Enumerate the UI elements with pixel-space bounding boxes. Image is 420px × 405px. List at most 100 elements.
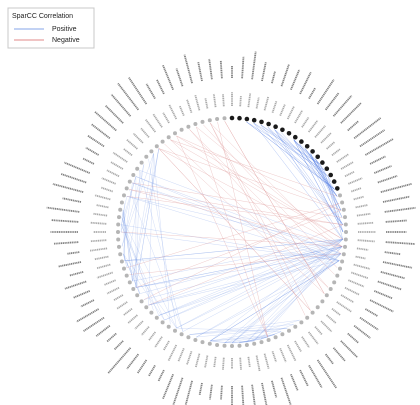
taxon-label-mark (280, 64, 290, 87)
network-node (331, 179, 337, 184)
taxon-label-mark (107, 347, 132, 374)
network-node (310, 310, 315, 315)
positive-edge (148, 253, 341, 306)
taxon-label-mark (385, 241, 416, 245)
node-label-mark (126, 139, 138, 150)
node-label-mark (204, 355, 209, 368)
taxon-label-mark (251, 51, 257, 80)
node-label-mark (356, 212, 371, 217)
taxon-label-mark (219, 60, 223, 79)
node-label-mark (134, 320, 144, 330)
taxon-label-mark (271, 380, 278, 398)
node-label-mark (112, 151, 128, 163)
positive-edge (231, 246, 343, 344)
node-label-mark (90, 221, 107, 225)
network-node (287, 328, 291, 333)
positive-edge (164, 246, 343, 321)
taxon-label-mark (117, 82, 140, 111)
network-node (338, 193, 342, 198)
taxon-label-mark (58, 261, 82, 268)
network-node (160, 139, 165, 144)
network-node (266, 121, 271, 127)
positive-edge (267, 126, 335, 190)
taxon-label-mark (113, 340, 124, 351)
node-label-mark (331, 148, 341, 157)
taxon-label-mark (377, 280, 402, 291)
node-label-mark (355, 255, 366, 260)
network-node (119, 259, 124, 264)
taxon-label-mark (90, 123, 111, 140)
positive-edge (310, 153, 344, 233)
node-label-mark (357, 221, 374, 225)
negative-edge (176, 135, 342, 211)
network-node (244, 116, 250, 122)
network-node (215, 117, 220, 121)
node-ring (116, 115, 348, 348)
network-node (124, 186, 129, 191)
node-label-mark (239, 357, 242, 370)
taxon-label-mark (157, 369, 165, 382)
positive-edge (158, 239, 343, 316)
positive-edge (121, 217, 154, 311)
negative-edge (120, 231, 343, 247)
negative-edge (217, 121, 268, 338)
taxon-label-mark (136, 359, 148, 374)
positive-edge (324, 170, 344, 240)
taxon-label-mark (104, 104, 124, 124)
positive-edge (135, 170, 140, 288)
negative-edge (143, 203, 340, 300)
taxon-label-mark (385, 219, 407, 223)
node-label-mark (89, 247, 108, 252)
positive-edge (135, 148, 160, 288)
positive-edge (126, 196, 340, 261)
network-node (173, 131, 177, 136)
network-node (200, 119, 205, 124)
positive-edge (210, 260, 340, 342)
positive-edge (121, 217, 177, 329)
network-node (341, 252, 346, 257)
node-label-mark (96, 204, 109, 209)
network-node (320, 160, 325, 165)
node-label-mark (351, 271, 369, 280)
network-node (343, 215, 347, 220)
positive-edge (293, 139, 338, 197)
network-node (299, 320, 304, 325)
positive-edge (121, 153, 154, 247)
positive-edge (246, 121, 325, 171)
positive-edge (267, 126, 343, 225)
positive-edge (293, 139, 338, 197)
positive-edge (120, 224, 160, 316)
node-label-mark (326, 314, 337, 324)
network-node (144, 305, 149, 310)
taxon-label-mark (308, 364, 323, 389)
taxon-label-mark (106, 332, 117, 343)
network-node (154, 144, 159, 149)
positive-edge (153, 153, 171, 325)
positive-edge (246, 239, 343, 343)
positive-edge (274, 129, 344, 240)
positive-edge (164, 239, 343, 321)
positive-edge (148, 260, 340, 306)
network-node (127, 179, 132, 184)
network-node (338, 266, 342, 271)
network-node (193, 122, 198, 126)
positive-edge (304, 148, 335, 190)
network-node (207, 118, 212, 123)
network-node (116, 222, 121, 227)
network-node (127, 280, 132, 285)
network-node (344, 230, 348, 234)
node-label-mark (94, 194, 111, 201)
positive-edge (135, 246, 343, 288)
network-node (139, 299, 144, 304)
positive-edge (139, 239, 343, 294)
negative-edge (196, 126, 343, 247)
taxon-label-mark (359, 316, 379, 331)
node-label-mark (90, 239, 107, 243)
taxon-label-mark (340, 102, 362, 124)
taxon-label-mark (183, 54, 193, 84)
negative-edge (203, 124, 338, 268)
taxon-label-mark (209, 384, 213, 400)
positive-edge (260, 124, 329, 177)
positive-edge (260, 331, 282, 340)
node-label-mark (186, 99, 193, 113)
